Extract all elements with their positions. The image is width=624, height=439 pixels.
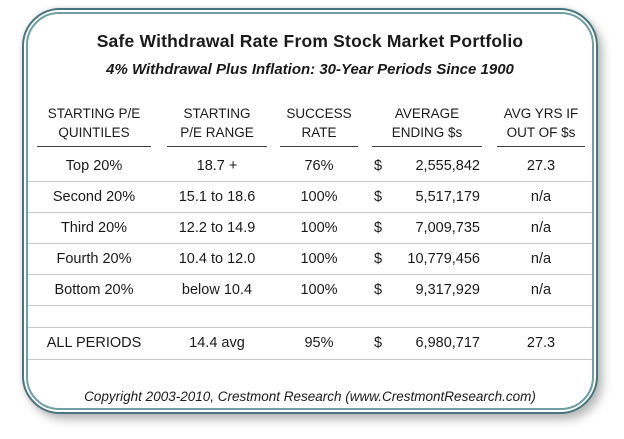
framed-card-inner-border: Safe Withdrawal Rate From Stock Market P… [26,12,594,410]
avg-yrs-out-cell: n/a [530,250,552,267]
avg-yrs-out-cell: n/a [530,219,552,236]
currency-symbol: $ [374,219,383,236]
pe-range-cell: 14.4 avg [189,335,245,352]
header-avg-yrs-out: AVG YRS IF OUT OF $s [490,105,592,147]
header-pe-range-line1: STARTING [183,106,251,121]
summary-row-all-periods: ALL PERIODS 14.4 avg 95% $ 6,980,717 27.… [28,326,592,360]
success-rate-cell: 76% [304,157,334,174]
header-success-rate-line1: SUCCESS [286,106,352,121]
success-rate-cell: 100% [300,188,338,205]
copyright-notice: Copyright 2003-2010, Crestmont Research … [84,388,536,404]
header-success-rate: SUCCESS RATE [274,105,364,147]
chart-subtitle: 4% Withdrawal Plus Inflation: 30-Year Pe… [106,61,514,78]
table-header-row: STARTING P/E QUINTILES STARTING P/E RANGE … [28,105,592,147]
quintile-cell: Third 20% [60,219,128,236]
header-success-rate-line2: RATE [301,124,337,140]
table-row: Third 20% 12.2 to 14.9 100% $ 7,009,735 … [28,213,592,244]
header-average-ending-line1: AVERAGE [394,106,460,121]
avg-yrs-out-cell: n/a [530,188,552,205]
average-ending-cell: $ 5,517,179 [364,189,490,205]
quintile-cell: ALL PERIODS [46,335,142,352]
table-row: Bottom 20% below 10.4 100% $ 9,317,929 n… [28,275,592,306]
quintile-cell: Second 20% [52,188,136,205]
average-ending-cell: $ 7,009,735 [364,220,490,236]
header-pe-range-line2: P/E RANGE [180,124,254,140]
chart-title: Safe Withdrawal Rate From Stock Market P… [96,31,524,51]
amount: 7,009,735 [415,219,480,236]
table-row: Second 20% 15.1 to 18.6 100% $ 5,517,179… [28,182,592,213]
success-rate-cell: 95% [304,335,334,352]
quintile-cell: Top 20% [65,157,123,174]
amount: 6,980,717 [415,335,480,352]
success-rate-cell: 100% [300,219,338,236]
success-rate-cell: 100% [300,281,338,298]
currency-symbol: $ [374,281,383,298]
success-rate-cell: 100% [300,250,338,267]
quintile-cell: Bottom 20% [54,281,134,298]
pe-range-cell: 12.2 to 14.9 [178,219,256,236]
avg-yrs-out-cell: n/a [530,281,552,298]
table-row: Fourth 20% 10.4 to 12.0 100% $ 10,779,45… [28,244,592,275]
header-avg-yrs-out-line1: AVG YRS IF [503,106,579,121]
amount: 9,317,929 [415,281,480,298]
avg-yrs-out-cell: 27.3 [526,157,556,174]
pe-range-cell: 18.7 + [196,157,238,174]
framed-card: Safe Withdrawal Rate From Stock Market P… [22,8,598,414]
average-ending-cell: $ 9,317,929 [364,282,490,298]
data-table: STARTING P/E QUINTILES STARTING P/E RANGE … [28,105,592,360]
avg-yrs-out-cell: 27.3 [526,335,556,352]
header-quintiles: STARTING P/E QUINTILES [28,105,160,147]
header-average-ending: AVERAGE ENDING $s [364,105,490,147]
pe-range-cell: 10.4 to 12.0 [178,250,256,267]
currency-symbol: $ [374,188,383,205]
header-quintiles-line2: QUINTILES [58,124,130,140]
currency-symbol: $ [374,335,383,352]
currency-symbol: $ [374,250,383,267]
average-ending-cell: $ 6,980,717 [364,335,490,351]
average-ending-cell: $ 10,779,456 [364,251,490,267]
table-row: Top 20% 18.7 + 76% $ 2,555,842 27.3 [28,151,592,182]
amount: 2,555,842 [415,157,480,174]
pe-range-cell: below 10.4 [181,281,253,298]
pe-range-cell: 15.1 to 18.6 [178,188,256,205]
header-average-ending-line2: ENDING $s [391,124,463,140]
average-ending-cell: $ 2,555,842 [364,158,490,174]
currency-symbol: $ [374,157,383,174]
amount: 5,517,179 [415,188,480,205]
header-quintiles-line1: STARTING P/E [47,106,141,121]
blank-row-spacer [28,306,592,327]
amount: 10,779,456 [407,250,480,267]
header-avg-yrs-out-line2: OUT OF $s [506,124,576,140]
header-pe-range: STARTING P/E RANGE [160,105,274,147]
quintile-cell: Fourth 20% [56,250,132,267]
